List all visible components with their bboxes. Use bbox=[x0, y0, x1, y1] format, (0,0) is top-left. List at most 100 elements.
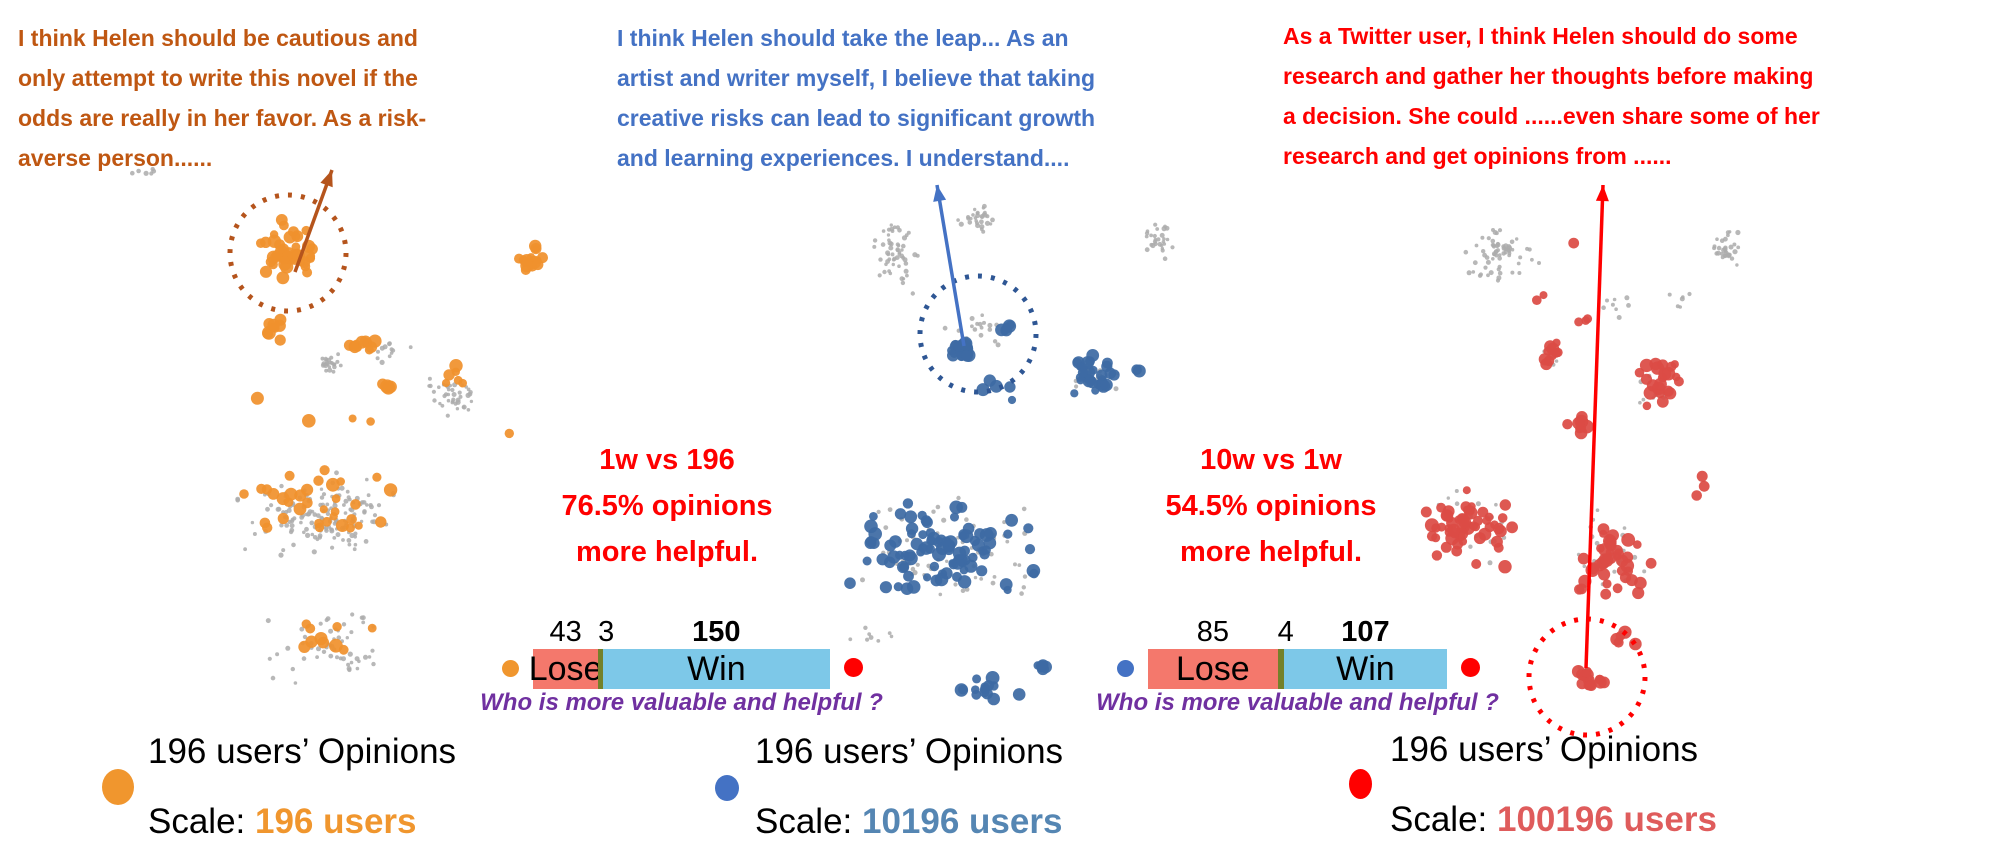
win-label: Win bbox=[687, 650, 746, 688]
legend-scale-100196: 196 users’ Opinions Scale: 100196 users bbox=[1342, 729, 1762, 839]
quote-take-the-leap: I think Helen should take the leap... As… bbox=[617, 25, 1096, 171]
comparison-stat-1w-vs-196: 1w vs 196 76.5% opinions more helpful. bbox=[561, 444, 773, 568]
bar-caption: Who is more valuable and helpful ? bbox=[480, 689, 883, 716]
scale-value: 100196 users bbox=[1497, 800, 1717, 839]
win-lose-bar-10w-vs-1w: 85 4 107 Lose Win Who is more valuable a… bbox=[1096, 615, 1499, 716]
legend-scale-line: Scale: 196 users bbox=[148, 803, 520, 841]
legend-scale-line: Scale: 100196 users bbox=[1390, 801, 1762, 839]
annotation-arrow-line bbox=[1584, 184, 1605, 669]
quote-risk-averse: I think Helen should be cautious and onl… bbox=[18, 25, 427, 171]
tie-segment bbox=[1277, 649, 1284, 689]
blue-series-dot bbox=[1117, 660, 1134, 677]
scatter-cluster bbox=[343, 334, 382, 355]
scatter-cluster bbox=[1420, 486, 1518, 574]
highlight-circle bbox=[917, 273, 1039, 395]
scatter-cluster bbox=[954, 671, 1026, 706]
win-label: Win bbox=[1336, 650, 1395, 688]
scatter-panel-scale-196-users bbox=[130, 166, 548, 685]
scatter-cluster bbox=[427, 376, 474, 418]
win-lose-bar: Lose Win bbox=[529, 649, 830, 689]
scatter-cluster bbox=[1532, 291, 1548, 306]
scatter-cluster bbox=[504, 428, 514, 439]
win-count: 150 bbox=[692, 616, 741, 648]
annotation-arrow-line bbox=[935, 184, 966, 347]
scatter-cluster bbox=[514, 239, 548, 275]
scatter-cluster bbox=[976, 374, 1017, 405]
scatter-cluster bbox=[1033, 659, 1052, 676]
tie-segment bbox=[598, 649, 603, 689]
lose-label: Lose bbox=[1175, 650, 1250, 688]
scale-label: Scale: bbox=[755, 802, 862, 841]
scatter-cluster bbox=[1568, 237, 1580, 249]
lose-segment: Lose bbox=[529, 649, 602, 689]
bar-value-labels: 43 3 150 bbox=[533, 615, 830, 649]
scatter-cluster bbox=[320, 352, 343, 374]
scatter-cluster bbox=[130, 166, 157, 176]
scatter-cluster bbox=[1574, 523, 1657, 600]
scatter-cluster bbox=[947, 336, 976, 362]
quote-twitter-user: As a Twitter user, I think Helen should … bbox=[1283, 23, 1820, 169]
legend-text: 196 users’ Opinions Scale: 196 users bbox=[148, 733, 520, 841]
scatter-cluster bbox=[1634, 357, 1684, 411]
legend-title: 196 users’ Opinions bbox=[1390, 730, 1699, 769]
scatter-cluster bbox=[1131, 364, 1146, 378]
scatter-cluster bbox=[1610, 625, 1642, 651]
comparison-stat-10w-vs-1w: 10w vs 1w 54.5% opinions more helpful. bbox=[1165, 444, 1377, 568]
scale-label: Scale: bbox=[1390, 800, 1497, 839]
scatter-cluster bbox=[298, 619, 377, 655]
red-series-dot bbox=[1461, 658, 1480, 677]
win-lose-bar: Lose Win bbox=[1148, 649, 1448, 689]
scatter-cluster bbox=[239, 465, 398, 533]
scatter-cluster bbox=[302, 414, 375, 428]
annotation-arrow-head bbox=[1595, 185, 1609, 202]
bar-value-labels: 85 4 107 bbox=[1148, 615, 1447, 649]
scatter-cluster bbox=[1574, 314, 1593, 327]
scatter-cluster bbox=[1463, 228, 1541, 283]
scatter-cluster bbox=[1691, 470, 1710, 501]
scatter-cluster bbox=[1562, 411, 1594, 440]
scale-value: 10196 users bbox=[862, 802, 1063, 841]
legend-scale-line: Scale: 10196 users bbox=[755, 803, 1127, 841]
bar-caption: Who is more valuable and helpful ? bbox=[1096, 689, 1499, 716]
scatter-cluster bbox=[250, 391, 264, 405]
legend-text: 196 users’ Opinions Scale: 10196 users bbox=[755, 733, 1127, 841]
scatter-cluster bbox=[1571, 665, 1610, 691]
scatter-cluster bbox=[848, 625, 894, 643]
win-count: 107 bbox=[1341, 616, 1390, 648]
annotation-arrow-line bbox=[293, 169, 334, 273]
orange-legend-dot bbox=[102, 769, 134, 805]
legend-scale-196: 196 users’ Opinions Scale: 196 users bbox=[100, 731, 520, 841]
legend-title: 196 users’ Opinions bbox=[755, 732, 1064, 771]
scatter-cluster bbox=[377, 378, 397, 395]
scatter-cluster bbox=[1601, 295, 1631, 320]
annotation-arrow-head bbox=[320, 170, 333, 188]
red-series-dot bbox=[844, 658, 863, 677]
scale-value: 196 users bbox=[255, 802, 417, 841]
scatter-cluster bbox=[1144, 222, 1175, 262]
scatter-cluster bbox=[262, 313, 287, 346]
win-lose-bar-1w-vs-196: 43 3 150 Lose Win Who is more valuable a… bbox=[480, 615, 883, 716]
win-segment: Win bbox=[602, 649, 830, 689]
scatter-cluster bbox=[872, 223, 920, 296]
highlight-circle bbox=[1526, 616, 1648, 738]
scatter-cluster bbox=[995, 319, 1017, 337]
scatter-cluster bbox=[956, 203, 995, 234]
scatter-cluster bbox=[255, 214, 318, 285]
scatter-cluster bbox=[442, 359, 468, 388]
scatter-cluster bbox=[844, 498, 1041, 595]
scatter-panel-scale-10196-users bbox=[844, 184, 1175, 706]
scatter-cluster bbox=[1538, 338, 1563, 371]
scatter-cluster bbox=[265, 612, 376, 685]
red-legend-dot bbox=[1349, 769, 1372, 799]
annotation-arrow-head bbox=[933, 185, 947, 202]
scale-label: Scale: bbox=[148, 802, 255, 841]
scatter-panel-scale-100196-users bbox=[1420, 184, 1741, 738]
blue-legend-dot bbox=[715, 775, 739, 801]
lose-label: Lose bbox=[528, 650, 603, 688]
lose-count: 85 bbox=[1196, 616, 1229, 648]
scatter-cluster bbox=[1667, 291, 1692, 309]
legend-text: 196 users’ Opinions Scale: 100196 users bbox=[1390, 731, 1762, 839]
lose-segment: Lose bbox=[1148, 649, 1278, 689]
